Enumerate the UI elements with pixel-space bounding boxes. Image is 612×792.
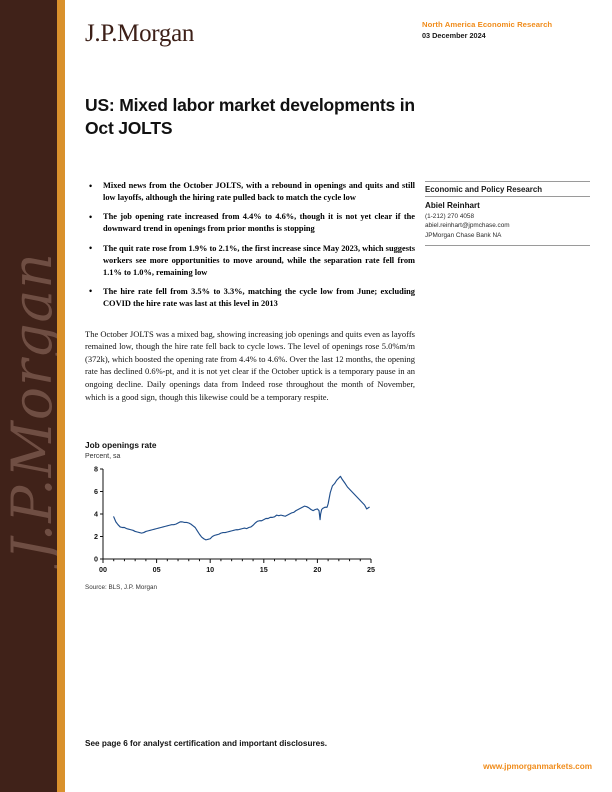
contact-heading: Economic and Policy Research: [425, 181, 590, 197]
plot-area: 0 2 4 6 8 00 05 10 15 20 25: [94, 464, 375, 573]
bullet-icon: •: [89, 286, 93, 297]
svg-text:4: 4: [94, 509, 98, 518]
chart-figure: Job openings rate Percent, sa 0 2 4 6 8 00 05 1…: [85, 440, 385, 591]
analyst-name: Abiel Reinhart: [425, 201, 480, 210]
list-item-text: The quit rate rose from 1.9% to 2.1%, th…: [103, 243, 415, 277]
jpmorgan-watermark: J.P.Morgan: [0, 252, 57, 560]
disclosure-note: See page 6 for analyst certification and…: [85, 739, 328, 748]
research-category: North America Economic Research: [422, 20, 553, 29]
document-header: J.P.Morgan North America Economic Resear…: [85, 14, 597, 60]
svg-text:6: 6: [94, 487, 98, 496]
chart-title: Job openings rate: [85, 440, 157, 450]
list-item: • The quit rate rose from 1.9% to 2.1%, …: [85, 243, 415, 279]
svg-text:25: 25: [367, 565, 375, 574]
summary-bullet-list: • Mixed news from the October JOLTS, wit…: [85, 180, 415, 317]
analyst-email[interactable]: abiel.reinhart@jpmchase.com: [425, 222, 510, 230]
svg-text:10: 10: [206, 565, 214, 574]
svg-text:2: 2: [94, 532, 98, 541]
list-item: • Mixed news from the October JOLTS, wit…: [85, 180, 415, 204]
chart-subtitle: Percent, sa: [85, 452, 121, 460]
document-page: J.P.Morgan North America Economic Resear…: [65, 0, 612, 792]
svg-text:05: 05: [153, 565, 161, 574]
body-paragraph: The October JOLTS was a mixed bag, showi…: [85, 328, 415, 402]
svg-text:15: 15: [260, 565, 268, 574]
header-meta: North America Economic Research 03 Decem…: [422, 20, 597, 40]
bullet-icon: •: [89, 211, 93, 222]
analyst-phone: (1-212) 270 4058: [425, 212, 475, 220]
svg-text:20: 20: [313, 565, 321, 574]
list-item: • The hire rate fell from 3.5% to 3.3%, …: [85, 286, 415, 310]
contact-divider: [425, 245, 590, 247]
left-brand-band: J.P.Morgan: [0, 0, 57, 792]
analyst-contact-panel: Economic and Policy Research Abiel Reinh…: [425, 181, 590, 247]
bullet-icon: •: [89, 243, 93, 254]
svg-text:8: 8: [94, 464, 98, 473]
list-item-text: The hire rate fell from 3.5% to 3.3%, ma…: [103, 286, 415, 308]
svg-text:0: 0: [94, 554, 98, 563]
svg-text:00: 00: [99, 565, 107, 574]
list-item: • The job opening rate increased from 4.…: [85, 211, 415, 235]
jpmorgan-logo: J.P.Morgan: [85, 20, 195, 47]
analyst-entity: JPMorgan Chase Bank NA: [425, 232, 502, 240]
publication-date: 03 December 2024: [422, 31, 486, 40]
list-item-text: The job opening rate increased from 4.4%…: [103, 212, 415, 234]
job-openings-rate-line-chart: 0 2 4 6 8 00 05 10 15 20 25: [94, 464, 375, 573]
bullet-icon: •: [89, 180, 93, 191]
jpmorganmarkets-url[interactable]: www.jpmorganmarkets.com: [483, 762, 592, 771]
gold-accent-stripe: [57, 0, 65, 792]
chart-source-note: Source: BLS, J.P. Morgan: [85, 583, 157, 591]
page-title: US: Mixed labor market developments in O…: [85, 94, 415, 139]
list-item-text: Mixed news from the October JOLTS, with …: [103, 181, 415, 202]
